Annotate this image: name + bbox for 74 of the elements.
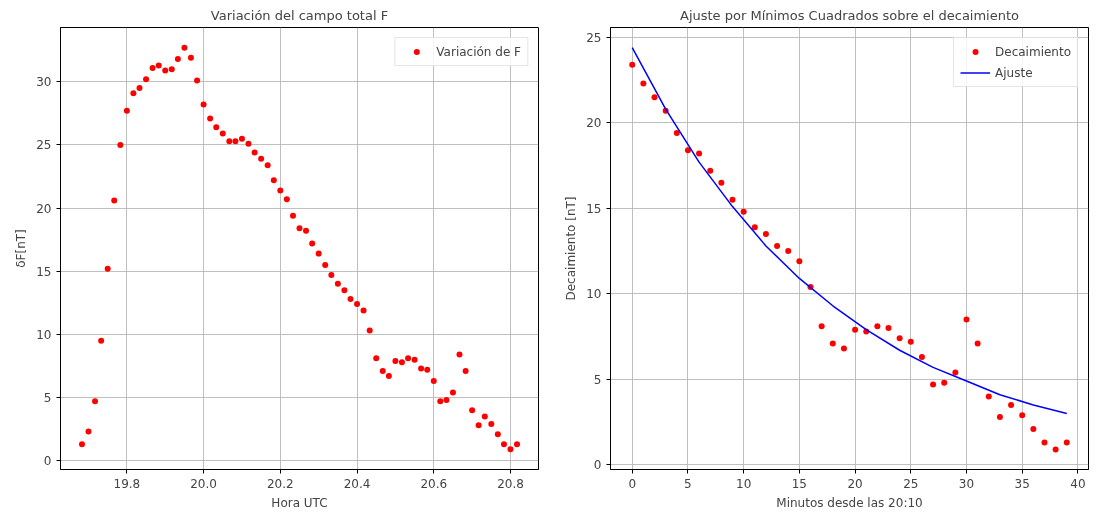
y-axis-title: δF[nT] bbox=[14, 229, 29, 268]
point bbox=[874, 323, 881, 330]
x-tick-label: 20.2 bbox=[266, 476, 294, 491]
x-tick-label: 25 bbox=[903, 476, 919, 491]
point bbox=[640, 80, 647, 87]
point bbox=[974, 340, 981, 347]
point bbox=[985, 393, 992, 400]
point bbox=[1019, 412, 1026, 419]
point bbox=[1008, 401, 1015, 408]
y-tick-label: 20 bbox=[586, 116, 602, 131]
y-tick-label: 10 bbox=[586, 287, 602, 302]
y-tick-label: 5 bbox=[593, 372, 602, 387]
x-tick-label: 20.0 bbox=[190, 476, 217, 491]
point bbox=[707, 167, 714, 174]
point bbox=[751, 224, 758, 231]
point bbox=[1052, 446, 1059, 453]
point bbox=[718, 179, 725, 186]
point bbox=[1063, 439, 1070, 446]
point bbox=[673, 130, 680, 137]
chart-title: Ajuste por Mínimos Cuadrados sobre el decaimiento bbox=[679, 7, 1020, 23]
y-tick-label: 25 bbox=[36, 138, 52, 153]
chart-title: Variación del campo total F bbox=[210, 7, 389, 23]
y-tick-label: 5 bbox=[43, 391, 52, 406]
point bbox=[684, 147, 691, 154]
y-axis-title: Decaimiento [nT] bbox=[564, 196, 579, 301]
point bbox=[1041, 439, 1048, 446]
x-tick-label: 20 bbox=[847, 476, 863, 491]
x-axis-title: Minutos desde las 20:10 bbox=[776, 495, 923, 510]
x-tick-label: 35 bbox=[1014, 476, 1030, 491]
x-tick-label: 10 bbox=[736, 476, 752, 491]
point bbox=[907, 338, 914, 345]
y-tick-label: 15 bbox=[36, 264, 52, 279]
y-tick-label: 25 bbox=[586, 30, 602, 45]
point bbox=[852, 326, 859, 333]
legend-label: Ajuste bbox=[995, 65, 1033, 80]
x-tick-label: 15 bbox=[791, 476, 808, 491]
point bbox=[963, 316, 970, 323]
y-tick-label: 20 bbox=[36, 201, 52, 216]
x-tick-label: 30 bbox=[958, 476, 975, 491]
point bbox=[651, 94, 658, 101]
x-tick-label: 20.6 bbox=[420, 476, 448, 491]
point bbox=[896, 335, 903, 342]
x-tick-label: 5 bbox=[684, 476, 692, 491]
point bbox=[818, 323, 825, 330]
point bbox=[996, 413, 1003, 420]
x-axis-title: Hora UTC bbox=[271, 495, 328, 510]
x-tick-label: 0 bbox=[628, 476, 637, 491]
legend-label: Decaimiento bbox=[995, 44, 1071, 59]
point bbox=[885, 325, 892, 331]
point bbox=[930, 381, 937, 388]
point bbox=[840, 345, 847, 352]
y-tick-label: 15 bbox=[586, 201, 602, 216]
point bbox=[740, 208, 747, 215]
point bbox=[918, 354, 925, 361]
point bbox=[696, 150, 703, 157]
point bbox=[729, 196, 736, 203]
point bbox=[829, 340, 836, 347]
legend-label: Variación de F bbox=[436, 44, 521, 59]
y-tick-label: 30 bbox=[36, 75, 52, 90]
x-tick-label: 20.4 bbox=[343, 476, 371, 491]
y-tick-label: 0 bbox=[43, 454, 52, 469]
point bbox=[796, 258, 803, 265]
x-tick-label: 20.8 bbox=[497, 476, 524, 491]
point bbox=[629, 61, 636, 68]
y-tick-label: 0 bbox=[593, 458, 602, 473]
point bbox=[762, 230, 769, 237]
point bbox=[952, 369, 959, 376]
point bbox=[941, 379, 948, 386]
x-tick-label: 40 bbox=[1070, 476, 1086, 491]
y-tick-label: 10 bbox=[36, 327, 52, 342]
point bbox=[774, 242, 781, 249]
point bbox=[1030, 425, 1037, 432]
point bbox=[785, 248, 792, 255]
x-tick-label: 19.8 bbox=[113, 476, 141, 491]
